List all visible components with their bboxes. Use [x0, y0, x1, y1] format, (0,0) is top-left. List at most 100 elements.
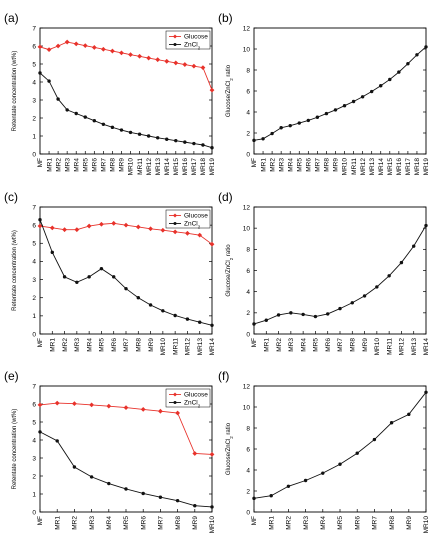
x-tick-label: MR1: [54, 516, 61, 530]
y-tick-label: 6: [246, 88, 250, 95]
data-point-glucose: [100, 46, 106, 52]
y-tick-label: 0: [32, 331, 36, 338]
data-point-glucose: [91, 45, 97, 50]
x-tick-label: MR6: [111, 338, 118, 352]
data-point-zncl: [136, 296, 140, 300]
data-point-ratio: [270, 131, 274, 136]
x-tick-label: MR19: [209, 158, 216, 176]
data-point-ratio: [252, 322, 256, 326]
x-tick-label: MR13: [411, 338, 418, 356]
data-point-zncl: [174, 138, 178, 143]
legend-marker: [173, 222, 177, 225]
data-point-zncl: [210, 505, 214, 509]
y-axis-label: Glucose/ZnCl2 ratio: [226, 244, 234, 297]
panel-title: (a): [4, 11, 19, 25]
data-point-ratio: [388, 77, 392, 82]
data-point-glucose: [140, 407, 146, 412]
data-point-zncl: [87, 275, 91, 279]
data-point-glucose: [86, 223, 92, 229]
x-tick-label: MR12: [399, 338, 406, 356]
y-axis-label: Glucose/ZnCl2 ratio: [226, 64, 234, 117]
x-tick-label: MF: [251, 158, 258, 167]
data-point-zncl: [38, 430, 42, 434]
data-point-ratio: [362, 294, 367, 298]
x-tick-label: MR3: [74, 338, 81, 352]
data-point-ratio: [397, 70, 401, 74]
data-point-ratio: [351, 99, 356, 104]
y-axis-label: Retentate concentration (wt%): [12, 409, 18, 490]
data-point-glucose: [164, 58, 170, 64]
data-point-zncl: [107, 481, 111, 486]
data-point-zncl: [155, 136, 160, 140]
data-point-ratio: [360, 95, 365, 99]
x-tick-label: MR13: [155, 158, 162, 176]
panel-title: (b): [218, 11, 233, 25]
panel-c: (c) 0 1 2 3 4 5 6 7 MF MR1 MR2 MR3 MR4 MR5 MR6 MR7 MR8 MR9…: [4, 190, 216, 355]
data-point-glucose: [137, 53, 142, 59]
x-tick-label: MR11: [386, 338, 393, 355]
y-tick-label: 7: [32, 204, 36, 211]
data-point-ratio: [288, 123, 292, 128]
data-point-zncl: [198, 320, 202, 324]
data-point-ratio: [333, 108, 338, 112]
data-point-zncl: [193, 504, 197, 508]
data-point-glucose: [37, 402, 43, 408]
x-tick-label: MR11: [351, 158, 358, 175]
x-tick-label: MR5: [337, 516, 344, 530]
x-tick-label: MR2: [276, 338, 283, 352]
data-point-glucose: [148, 226, 153, 232]
data-point-ratio: [326, 312, 330, 316]
y-tick-label: 6: [246, 446, 250, 453]
data-point-ratio: [261, 137, 265, 141]
data-point-zncl: [75, 280, 79, 284]
data-point-zncl: [210, 323, 214, 327]
plot-frame: [253, 385, 427, 513]
x-tick-label: MR15: [173, 158, 180, 176]
data-point-glucose: [182, 62, 188, 67]
plot-frame: [253, 27, 427, 155]
data-point-glucose: [200, 65, 206, 70]
data-point-ratio: [372, 437, 377, 442]
legend-entry: ZnCl2: [184, 42, 201, 51]
data-point-zncl: [65, 108, 69, 112]
y-tick-label: 5: [32, 61, 36, 68]
data-point-glucose: [185, 230, 190, 236]
x-tick-label: MF: [37, 158, 44, 167]
data-point-zncl: [201, 143, 205, 147]
data-point-zncl: [99, 266, 104, 271]
x-tick-label: MR8: [324, 158, 331, 172]
y-tick-label: 12: [243, 25, 251, 32]
x-tick-label: MR12: [146, 158, 153, 176]
data-point-zncl: [92, 119, 97, 123]
series-line-zncl: [39, 219, 213, 326]
data-point-ratio: [389, 421, 394, 425]
x-tick-label: MR9: [148, 338, 155, 352]
x-tick-label: MR6: [92, 158, 99, 172]
y-tick-label: 7: [32, 383, 36, 390]
data-point-zncl: [119, 128, 124, 132]
data-point-glucose: [37, 223, 43, 229]
data-point-ratio: [303, 478, 308, 483]
data-point-zncl: [148, 303, 153, 307]
y-tick-label: 5: [32, 241, 36, 248]
x-tick-label: MR8: [349, 338, 356, 352]
x-tick-label: MR7: [158, 516, 165, 530]
data-point-ratio: [324, 111, 329, 116]
x-tick-label: MR10: [423, 516, 430, 534]
x-tick-label: MR7: [315, 158, 322, 172]
data-point-ratio: [412, 244, 416, 248]
data-point-glucose: [209, 87, 215, 93]
data-point-glucose: [55, 43, 61, 49]
data-point-ratio: [313, 314, 318, 319]
data-point-glucose: [89, 402, 94, 408]
data-point-glucose: [172, 229, 178, 235]
data-point-zncl: [110, 125, 115, 130]
y-tick-label: 4: [32, 437, 36, 444]
x-tick-label: MR10: [209, 516, 216, 534]
y-tick-label: 3: [32, 455, 36, 462]
x-tick-label: MR1: [46, 158, 53, 172]
